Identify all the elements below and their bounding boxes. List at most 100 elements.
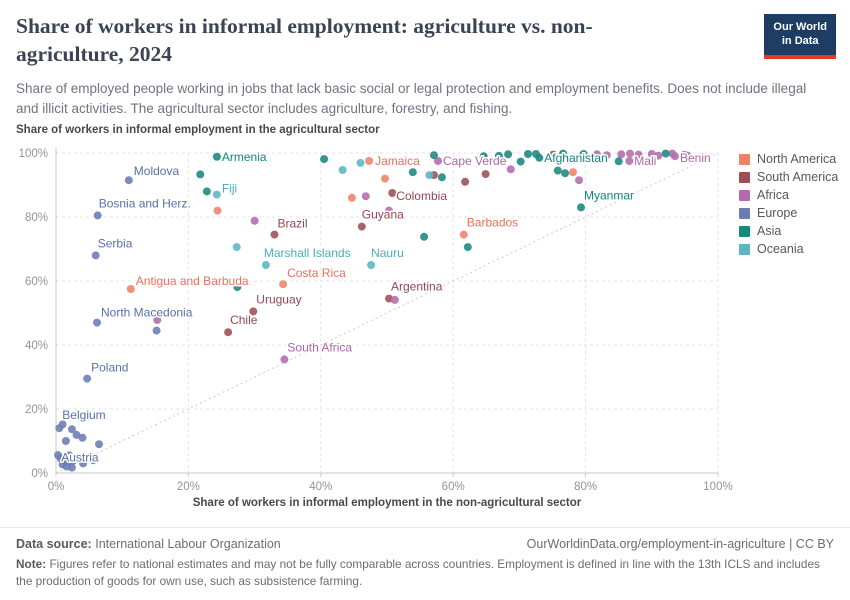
data-point-poland[interactable] xyxy=(83,374,92,383)
data-point[interactable] xyxy=(79,459,88,468)
legend-item-asia[interactable]: Asia xyxy=(739,222,838,240)
country-label[interactable]: Austria xyxy=(60,449,101,466)
data-point[interactable] xyxy=(356,158,365,167)
data-point-uruguay[interactable] xyxy=(249,307,258,316)
data-point[interactable] xyxy=(67,463,76,472)
data-point-costa-rica[interactable] xyxy=(279,280,288,289)
data-source-value[interactable]: International Labour Organization xyxy=(95,537,281,551)
data-point[interactable] xyxy=(494,151,503,160)
data-point[interactable] xyxy=(430,151,438,160)
data-point[interactable] xyxy=(232,243,241,252)
data-point[interactable] xyxy=(626,149,634,158)
data-point[interactable] xyxy=(58,420,67,429)
data-point-chile[interactable] xyxy=(224,328,233,337)
data-point[interactable] xyxy=(553,166,562,175)
country-label[interactable]: Colombia xyxy=(395,188,449,205)
data-point-jamaica[interactable] xyxy=(365,157,374,165)
data-point[interactable] xyxy=(549,150,558,159)
data-point-nauru[interactable] xyxy=(367,261,376,269)
country-label[interactable]: Cape Verde xyxy=(442,153,509,170)
data-point[interactable] xyxy=(202,187,211,196)
data-point[interactable] xyxy=(320,155,329,164)
data-point[interactable] xyxy=(153,316,162,324)
data-point[interactable] xyxy=(196,170,205,179)
license-badge[interactable]: CC BY xyxy=(795,537,834,551)
data-point[interactable] xyxy=(504,150,513,159)
country-label[interactable]: Afghanistan xyxy=(543,149,609,166)
data-point[interactable] xyxy=(579,150,588,158)
data-point[interactable] xyxy=(481,170,490,179)
data-point[interactable] xyxy=(575,176,583,185)
data-point[interactable] xyxy=(347,193,356,202)
data-point[interactable] xyxy=(425,171,434,180)
data-point[interactable] xyxy=(72,430,81,439)
data-point[interactable] xyxy=(250,216,259,225)
country-label[interactable]: Chile xyxy=(229,312,260,329)
country-label[interactable]: Benin xyxy=(679,150,713,167)
country-label[interactable]: Argentina xyxy=(390,278,445,295)
data-point-antigua-and-barbuda[interactable] xyxy=(126,285,135,293)
data-point[interactable] xyxy=(152,326,161,335)
data-point-barbados[interactable] xyxy=(459,230,468,239)
data-point[interactable] xyxy=(463,243,472,252)
data-point[interactable] xyxy=(61,437,70,445)
data-point[interactable] xyxy=(385,206,393,215)
data-point-serbia[interactable] xyxy=(91,251,100,260)
country-label[interactable]: Jamaica xyxy=(374,153,422,170)
data-point[interactable] xyxy=(559,149,568,158)
data-point[interactable] xyxy=(461,177,470,186)
data-point[interactable] xyxy=(78,433,87,442)
country-label[interactable]: Antigua and Barbuda xyxy=(134,273,250,290)
country-label[interactable]: Barbados xyxy=(465,214,519,231)
data-point-armenia[interactable] xyxy=(212,152,221,161)
data-point[interactable] xyxy=(361,192,370,201)
data-point[interactable] xyxy=(561,169,570,178)
owid-logo[interactable]: Our World in Data xyxy=(764,14,836,59)
country-label[interactable]: Guyana xyxy=(360,206,405,223)
data-point[interactable] xyxy=(617,150,626,159)
data-point-mali[interactable] xyxy=(625,157,634,165)
data-point[interactable] xyxy=(89,456,98,465)
data-point-colombia[interactable] xyxy=(388,189,397,197)
legend-item-europe[interactable]: Europe xyxy=(739,204,838,222)
country-label[interactable]: Fiji xyxy=(220,180,238,197)
country-label[interactable]: Bosnia and Herz. xyxy=(97,195,192,212)
country-label[interactable]: North Macedonia xyxy=(100,304,195,321)
data-point-moldova[interactable] xyxy=(124,176,133,185)
country-label[interactable]: South Africa xyxy=(286,339,354,356)
data-point[interactable] xyxy=(647,150,656,158)
data-point[interactable] xyxy=(338,166,347,174)
country-label[interactable]: Nauru xyxy=(370,245,406,262)
data-point-bosnia-and-herz-[interactable] xyxy=(93,211,102,220)
data-point[interactable] xyxy=(532,150,540,158)
data-point[interactable] xyxy=(592,150,601,159)
data-point-myanmar[interactable] xyxy=(577,203,585,212)
legend-item-south-america[interactable]: South America xyxy=(739,168,838,186)
data-point[interactable] xyxy=(408,168,417,177)
data-point-brazil[interactable] xyxy=(270,230,279,239)
country-label[interactable]: Uruguay xyxy=(255,291,303,308)
country-label[interactable]: Costa Rica xyxy=(286,265,348,282)
data-point[interactable] xyxy=(479,152,488,161)
data-point[interactable] xyxy=(233,283,242,292)
data-point[interactable] xyxy=(95,440,103,449)
data-point[interactable] xyxy=(602,151,611,160)
data-point[interactable] xyxy=(668,149,677,158)
data-point[interactable] xyxy=(506,165,515,174)
data-point[interactable] xyxy=(569,168,577,177)
data-point-fiji[interactable] xyxy=(212,190,221,199)
country-label[interactable]: Poland xyxy=(90,359,130,376)
data-point[interactable] xyxy=(420,232,429,241)
data-point[interactable] xyxy=(634,150,643,159)
owid-url[interactable]: OurWorldinData.org/employment-in-agricul… xyxy=(526,537,786,551)
country-label[interactable]: Marshall Islands xyxy=(262,245,352,262)
country-label[interactable]: Brazil xyxy=(276,215,309,232)
country-label[interactable]: Moldova xyxy=(132,163,181,180)
legend-item-north-america[interactable]: North America xyxy=(739,150,838,168)
data-point[interactable] xyxy=(437,173,446,182)
country-label[interactable]: Serbia xyxy=(96,235,134,252)
data-point[interactable] xyxy=(683,151,692,160)
data-point[interactable] xyxy=(67,425,76,434)
country-label[interactable]: Mali xyxy=(633,153,658,170)
country-label[interactable]: Armenia xyxy=(220,148,268,165)
